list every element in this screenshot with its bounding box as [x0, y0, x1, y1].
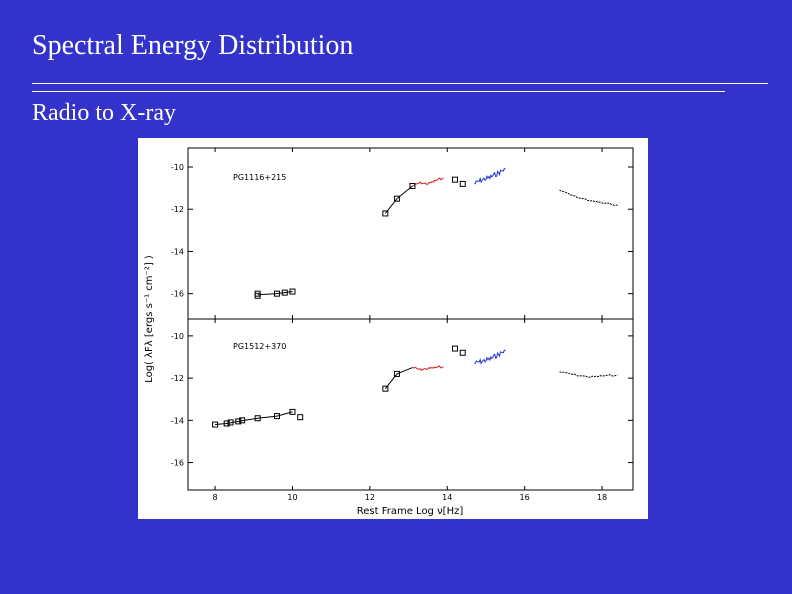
- x-tick-label: 10: [287, 493, 297, 502]
- photometry-point: [254, 415, 261, 422]
- photometry-point: [393, 195, 400, 202]
- x-axis-label: Rest Frame Log ν[Hz]: [357, 506, 464, 517]
- photometry-point: [297, 414, 304, 421]
- uv-spectrum-line: [474, 349, 506, 365]
- slide-title: Spectral Energy Distribution: [32, 30, 354, 61]
- x-tick-label: 18: [597, 493, 607, 502]
- photometry-point: [289, 288, 296, 295]
- x-tick-label: 8: [213, 493, 218, 502]
- title-divider-top: [32, 83, 768, 84]
- y-tick-label: -14: [171, 247, 184, 256]
- panel-frame-bottom: [187, 318, 634, 491]
- photometry-point: [382, 210, 389, 217]
- x-tick-label: 16: [520, 493, 530, 502]
- photometry-point: [227, 419, 234, 426]
- photometry-point: [459, 349, 466, 356]
- photometry-point: [452, 345, 458, 352]
- ir-spectrum-line: [412, 365, 444, 371]
- photometry-point: [452, 176, 458, 183]
- uv-spectrum-line: [474, 167, 506, 185]
- photometry-point: [459, 180, 466, 187]
- y-tick-label: -16: [171, 290, 184, 299]
- ir-sed-line: [384, 185, 413, 214]
- photometry-point: [212, 421, 219, 428]
- panel-label: PG1512+370: [233, 342, 286, 351]
- photometry-point: [239, 417, 246, 424]
- sed-chart-svg: PG1116+215 PG1512+370 Rest Frame Log ν[H…: [144, 147, 634, 517]
- photometry-point: [393, 370, 400, 377]
- x-tick-label: 14: [442, 493, 452, 502]
- y-tick-label: -12: [171, 205, 184, 214]
- photometry-point: [281, 289, 288, 296]
- radio-sed-line: [257, 291, 293, 296]
- xray-spectrum-line: [559, 189, 618, 206]
- photometry-point: [382, 385, 389, 392]
- y-axis-label: Log( λFλ [ergs s⁻¹ cm⁻²] ): [144, 255, 155, 383]
- y-tick-label: -12: [171, 374, 184, 383]
- xray-spectrum-line: [559, 371, 618, 378]
- photometry-point: [235, 418, 242, 425]
- y-tick-label: -10: [171, 332, 184, 341]
- photometry-point: [274, 413, 280, 420]
- slide-subtitle: Radio to X-ray: [32, 100, 176, 126]
- sed-chart: PG1116+215 PG1512+370 Rest Frame Log ν[H…: [138, 138, 648, 519]
- photometry-point: [409, 183, 416, 189]
- ir-sed-line: [384, 367, 413, 389]
- ir-spectrum-line: [412, 177, 444, 187]
- photometry-point: [223, 420, 230, 427]
- y-tick-label: -10: [171, 163, 184, 172]
- x-tick-label: 12: [365, 493, 375, 502]
- title-divider-bottom: [32, 91, 725, 92]
- panel-label: PG1116+215: [233, 173, 286, 182]
- photometry-point: [274, 290, 280, 297]
- photometry-point: [289, 408, 296, 415]
- photometry-point: [254, 292, 261, 299]
- y-tick-label: -14: [171, 416, 184, 425]
- y-tick-label: -16: [171, 459, 184, 468]
- radio-sed-line: [215, 411, 293, 426]
